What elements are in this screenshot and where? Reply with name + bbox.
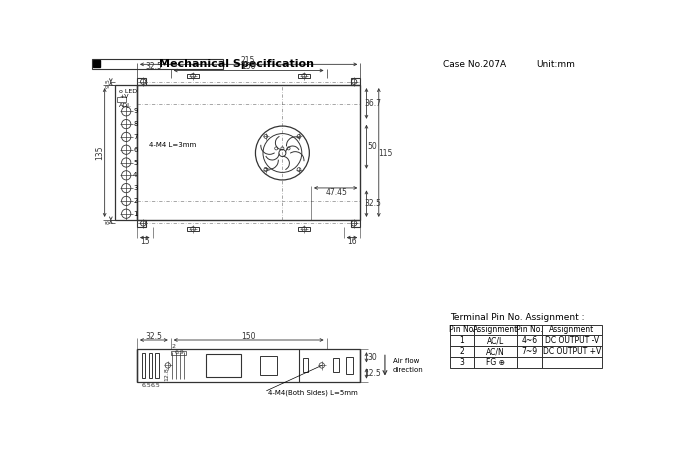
Bar <box>517 336 542 346</box>
Bar <box>475 325 517 336</box>
Bar <box>155 353 160 378</box>
Bar <box>542 357 602 368</box>
Text: DC OUTPUT +V: DC OUTPUT +V <box>543 347 601 356</box>
Bar <box>302 358 308 372</box>
Text: 8: 8 <box>105 219 110 224</box>
Text: Pin No.: Pin No. <box>517 326 543 335</box>
Text: Case No.207A: Case No.207A <box>444 60 507 69</box>
Bar <box>93 60 100 67</box>
Text: 2: 2 <box>172 345 175 349</box>
Text: +V: +V <box>119 94 129 99</box>
Text: 5: 5 <box>133 160 137 166</box>
Bar <box>475 336 517 346</box>
Text: 6.5: 6.5 <box>141 383 151 388</box>
Text: AC/N: AC/N <box>486 347 505 356</box>
Text: 2: 2 <box>460 347 464 356</box>
Bar <box>449 336 475 346</box>
Bar <box>351 78 360 85</box>
Text: 15: 15 <box>140 237 150 246</box>
Text: Mechanical Specification: Mechanical Specification <box>158 59 314 69</box>
Bar <box>449 346 475 357</box>
Bar <box>206 354 241 377</box>
Text: 8: 8 <box>133 121 138 127</box>
Text: 6.5: 6.5 <box>150 383 160 388</box>
Text: 150: 150 <box>241 62 256 71</box>
Bar <box>171 351 186 355</box>
Text: 50: 50 <box>368 142 377 151</box>
Bar <box>187 74 199 78</box>
Bar <box>137 85 360 220</box>
Text: 4: 4 <box>133 172 137 178</box>
Bar <box>137 349 360 381</box>
Text: 150: 150 <box>241 332 256 341</box>
Text: 115: 115 <box>378 149 392 158</box>
Bar <box>517 346 542 357</box>
Text: Pin No.: Pin No. <box>449 326 475 335</box>
Text: direction: direction <box>393 367 424 373</box>
Bar <box>148 353 153 378</box>
Text: FG ⊕: FG ⊕ <box>486 358 505 367</box>
Text: 6.9: 6.9 <box>174 350 184 355</box>
Text: 47.45: 47.45 <box>326 188 347 197</box>
Bar <box>298 227 310 231</box>
Text: Assignment: Assignment <box>473 326 519 335</box>
Text: 7~9: 7~9 <box>522 347 538 356</box>
Text: 32.5: 32.5 <box>364 199 381 209</box>
Text: 9: 9 <box>133 108 138 114</box>
Text: 3: 3 <box>459 358 464 367</box>
Text: 12.5: 12.5 <box>364 369 381 378</box>
Text: 12.8: 12.8 <box>164 367 169 381</box>
Text: 32.5: 32.5 <box>145 62 162 71</box>
Text: 4~6: 4~6 <box>522 336 538 346</box>
Bar <box>517 357 542 368</box>
Bar <box>187 227 199 231</box>
Text: 1: 1 <box>460 336 464 346</box>
Bar <box>475 346 517 357</box>
Text: Terminal Pin No. Assignment :: Terminal Pin No. Assignment : <box>449 312 584 321</box>
Bar <box>137 78 146 85</box>
Text: 36.7: 36.7 <box>364 99 381 108</box>
Bar <box>475 357 517 368</box>
Text: Assignment: Assignment <box>550 326 595 335</box>
Text: AC/L: AC/L <box>487 336 505 346</box>
Bar <box>117 97 126 102</box>
Text: o LED: o LED <box>119 89 137 94</box>
Bar <box>116 85 137 220</box>
Text: 215: 215 <box>241 56 256 65</box>
Text: 2: 2 <box>133 198 137 204</box>
Bar <box>542 325 602 336</box>
Bar <box>542 336 602 346</box>
Text: 1: 1 <box>133 211 138 217</box>
Bar <box>92 59 223 69</box>
Bar <box>517 325 542 336</box>
Bar <box>542 346 602 357</box>
Bar <box>449 325 475 336</box>
Text: 3: 3 <box>133 185 138 191</box>
Text: 4-M4(Both Sides) L=5mm: 4-M4(Both Sides) L=5mm <box>268 389 358 396</box>
Text: Unit:mm: Unit:mm <box>536 60 575 69</box>
Text: DC OUTPUT -V: DC OUTPUT -V <box>545 336 599 346</box>
Bar <box>449 357 475 368</box>
Text: 16: 16 <box>347 237 357 246</box>
Bar <box>141 353 146 378</box>
Text: Air flow: Air flow <box>393 358 419 363</box>
Bar <box>351 220 360 227</box>
Text: 135: 135 <box>94 146 104 160</box>
Bar <box>333 358 339 372</box>
Bar <box>346 357 353 374</box>
Bar <box>137 220 146 227</box>
Bar <box>298 74 310 78</box>
Text: 30: 30 <box>368 353 377 362</box>
Text: 7: 7 <box>133 134 138 140</box>
Text: ADJ.: ADJ. <box>119 102 132 108</box>
Text: 9.5: 9.5 <box>105 78 110 88</box>
Text: 32.5: 32.5 <box>145 332 162 341</box>
Bar <box>260 356 277 375</box>
Text: 4-M4 L=3mm: 4-M4 L=3mm <box>148 142 196 148</box>
Text: 6: 6 <box>133 147 138 153</box>
